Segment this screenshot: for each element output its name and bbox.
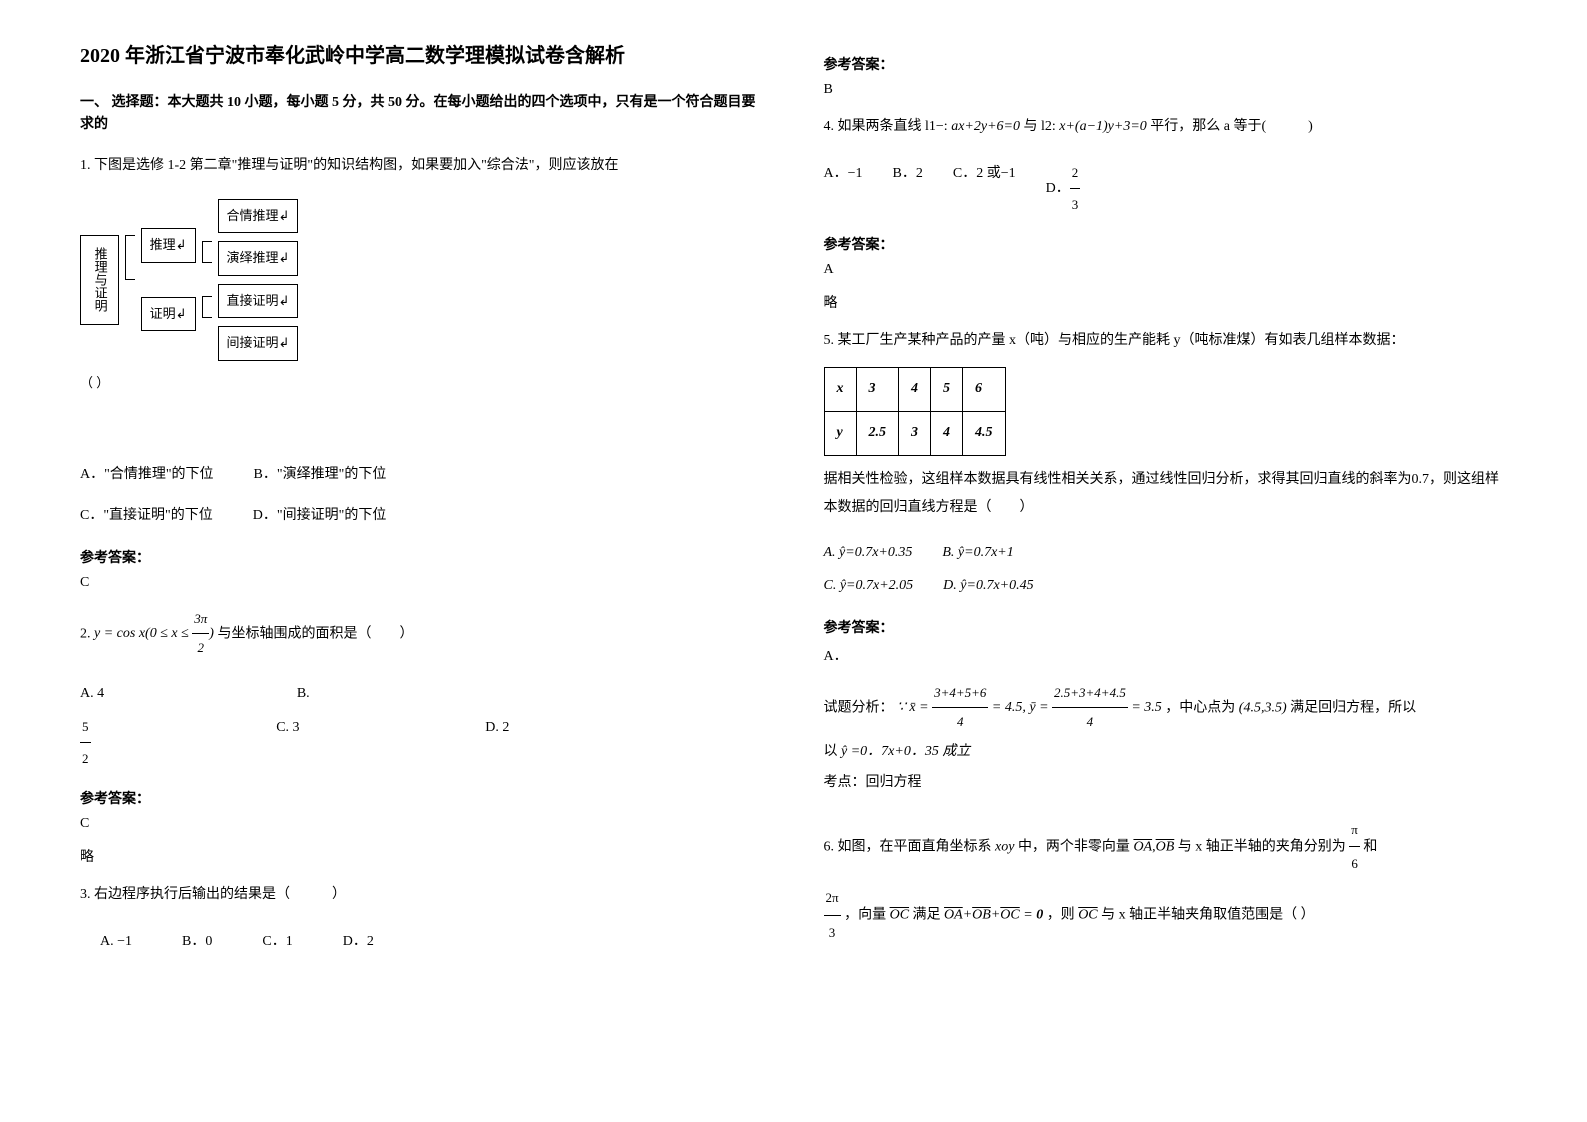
q5-optC: C. ŷ=0.7x+2.05: [824, 569, 914, 603]
diagram-leaf4: 间接证明↲: [218, 326, 299, 361]
diagram-leaf1: 合情推理↲: [218, 199, 299, 234]
q5-answer-label: 参考答案：: [824, 617, 1508, 637]
q5-optA: A. ŷ=0.7x+0.35: [824, 536, 913, 570]
table-row: y 2.5 3 4 4.5: [824, 411, 1005, 455]
q1-optB: B．"演绎推理"的下位: [254, 458, 387, 492]
section-1-header: 一、 选择题：本大题共 10 小题，每小题 5 分，共 50 分。在每小题给出的…: [80, 92, 764, 137]
diagram-root: 推理与证明: [80, 235, 119, 325]
q5-analysis: 试题分析： ∵ x̄ = 3+4+5+64 = 4.5, ȳ = 2.5+3+4…: [824, 679, 1508, 799]
q3-optD: D．2: [343, 925, 374, 959]
q6-frac2: 2π3: [824, 881, 841, 950]
q3-answer-label: 参考答案：: [824, 54, 1508, 74]
q6-mid6: ，则: [1047, 908, 1075, 923]
q4-eq2: x+(a−1)y+3=0: [1059, 119, 1147, 134]
q2-optB-frac: 52: [80, 711, 91, 774]
q4-optB: B．2: [893, 157, 923, 220]
q3-optC: C．1: [262, 925, 292, 959]
q4-answer-label: 参考答案：: [824, 234, 1508, 254]
q5-text2: 据相关性检验，这组样本数据具有线性相关关系，通过线性回归分析，求得其回归直线的斜…: [824, 466, 1508, 522]
diagram-leaf2: 演绎推理↲: [218, 241, 299, 276]
q3-text: 3. 右边程序执行后输出的结果是（ ）: [80, 880, 764, 911]
question-3: 3. 右边程序执行后输出的结果是（ ）: [80, 880, 764, 911]
q4-mid: 与 l2:: [1023, 119, 1055, 134]
q2-answer: C: [80, 816, 764, 832]
q1-diagram: 推理与证明 推理↲ 证明↲ 合情推理↲ 演绎推理↲ 直接证明↲ 间接证明↲: [80, 197, 764, 398]
q3-optA: A. −1: [100, 925, 132, 959]
q1-optA: A．"合情推理"的下位: [80, 458, 214, 492]
q4-eq1: ax+2y+6=0: [951, 119, 1020, 134]
q1-answer-label: 参考答案：: [80, 547, 764, 567]
q2-optB: B.: [297, 677, 310, 711]
q1-options: A．"合情推理"的下位 B．"演绎推理"的下位 C．"直接证明"的下位 D．"间…: [80, 458, 764, 533]
q5-answer: A．: [824, 645, 1508, 665]
q6-vec-oc2: OC: [1078, 908, 1097, 923]
q2-options: A. 4 B. 52 C. 3 D. 2: [80, 677, 764, 774]
q6-sys: xoy: [995, 839, 1014, 854]
q1-paren: （ ）: [80, 369, 764, 398]
q6-vec-oc: OC: [890, 908, 909, 923]
q6-eq: OA+OB+OC = 0: [944, 908, 1043, 923]
question-4: 4. 如果两条直线 l1−: ax+2y+6=0 与 l2: x+(a−1)y+…: [824, 112, 1508, 143]
q4-note: 略: [824, 292, 1508, 312]
q6-frac1: π6: [1349, 813, 1360, 882]
q6-prefix: 6. 如图，在平面直角坐标系: [824, 839, 992, 854]
question-6: 6. 如图，在平面直角坐标系 xoy 中，两个非零向量 OA,OB 与 x 轴正…: [824, 813, 1508, 950]
q2-answer-label: 参考答案：: [80, 788, 764, 808]
q2-formula: y = cos x(0 ≤ x ≤ 3π2): [94, 626, 214, 641]
q5-analysis-line2: ŷ =0．7x+0．35 成立: [841, 744, 970, 759]
question-1: 1. 下图是选修 1-2 第二章"推理与证明"的知识结构图，如果要加入"综合法"…: [80, 151, 764, 398]
left-column: 2020 年浙江省宁波市奉化武岭中学高二数学理模拟试卷含解析 一、 选择题：本大…: [50, 40, 794, 1082]
q6-suffix: 与 x 轴正半轴夹角取值范围是（ ）: [1101, 908, 1315, 923]
q5-options: A. ŷ=0.7x+0.35 B. ŷ=0.7x+1 C. ŷ=0.7x+2.0…: [824, 536, 1508, 603]
q5-analysis-formula: ∵ x̄ = 3+4+5+64 = 4.5, ȳ = 2.5+3+4+4.54 …: [897, 700, 1162, 715]
q5-analysis-prefix: 试题分析：: [824, 700, 894, 715]
q5-table: x 3 4 5 6 y 2.5 3 4 4.5: [824, 367, 1006, 456]
q4-optC: C．2 或−1: [953, 157, 1016, 220]
q2-optD: D. 2: [485, 711, 509, 774]
q2-optC: C. 3: [276, 711, 299, 774]
q2-suffix: 与坐标轴围成的面积是（ ）: [217, 626, 413, 641]
q5-analysis-mid: ，中心点为: [1165, 700, 1235, 715]
q5-analysis-suffix: 满足回归方程，所以: [1290, 700, 1416, 715]
q1-optD: D．"间接证明"的下位: [253, 499, 387, 533]
table-row: x 3 4 5 6: [824, 367, 1005, 411]
q3-optB: B．0: [182, 925, 212, 959]
q6-mid5: 满足: [913, 908, 941, 923]
q4-optD: D．23: [1046, 157, 1081, 220]
q4-optA: A．−1: [824, 157, 863, 220]
q5-text: 5. 某工厂生产某种产品的产量 x（吨）与相应的生产能耗 y（吨标准煤）有如表几…: [824, 326, 1508, 357]
q4-prefix: 4. 如果两条直线 l1−:: [824, 119, 948, 134]
diagram-leaf3: 直接证明↲: [218, 284, 299, 319]
q4-suffix: 平行，那么 a 等于( ): [1150, 119, 1313, 134]
right-column: 参考答案： B 4. 如果两条直线 l1−: ax+2y+6=0 与 l2: x…: [794, 40, 1538, 1082]
q3-answer: B: [824, 82, 1508, 98]
q4-answer: A: [824, 262, 1508, 278]
q6-mid3: 和: [1363, 839, 1377, 854]
q2-note: 略: [80, 846, 764, 866]
q5-analysis-topic: 考点：回归方程: [824, 768, 1508, 799]
question-5: 5. 某工厂生产某种产品的产量 x（吨）与相应的生产能耗 y（吨标准煤）有如表几…: [824, 326, 1508, 521]
q5-optB: B. ŷ=0.7x+1: [942, 536, 1013, 570]
q1-optC: C．"直接证明"的下位: [80, 499, 213, 533]
question-2: 2. y = cos x(0 ≤ x ≤ 3π2) 与坐标轴围成的面积是（ ）: [80, 605, 764, 663]
q3-options: A. −1 B．0 C．1 D．2: [80, 925, 764, 959]
diagram-mid1: 推理↲: [141, 228, 196, 263]
q2-optA: A. 4: [80, 677, 104, 711]
q6-mid2: 与 x 轴正半轴的夹角分别为: [1178, 839, 1346, 854]
q5-analysis-point: (4.5,3.5): [1239, 700, 1287, 715]
q1-text: 1. 下图是选修 1-2 第二章"推理与证明"的知识结构图，如果要加入"综合法"…: [80, 151, 764, 182]
q5-optD: D. ŷ=0.7x+0.45: [943, 569, 1033, 603]
diagram-mid2: 证明↲: [141, 297, 196, 332]
q6-mid4: ，向量: [844, 908, 886, 923]
q1-answer: C: [80, 575, 764, 591]
q6-vec: OA: [1133, 839, 1152, 854]
q6-mid1: 中，两个非零向量: [1018, 839, 1130, 854]
q2-prefix: 2.: [80, 626, 91, 641]
q4-options: A．−1 B．2 C．2 或−1 D．23: [824, 157, 1508, 220]
exam-title: 2020 年浙江省宁波市奉化武岭中学高二数学理模拟试卷含解析: [80, 40, 764, 72]
